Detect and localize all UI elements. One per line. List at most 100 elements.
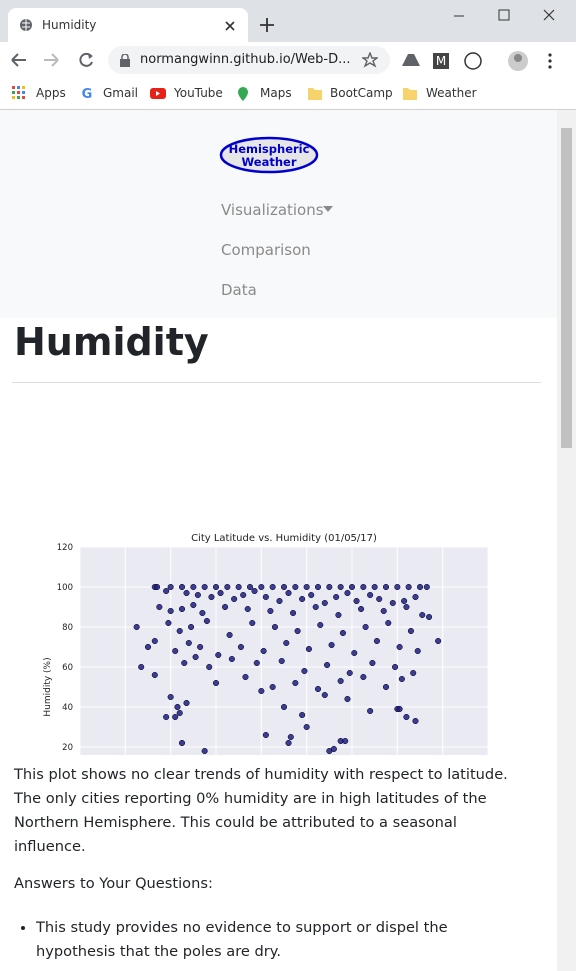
point [301, 667, 308, 675]
point [360, 673, 367, 681]
point [228, 655, 235, 663]
scrollbar[interactable] [557, 110, 576, 971]
point [172, 713, 179, 721]
point [174, 703, 181, 711]
point [312, 603, 319, 611]
point [389, 599, 396, 607]
point [403, 603, 410, 611]
tab-title: Humidity [42, 18, 97, 32]
bookmark-icons: G » [12, 86, 417, 102]
point [412, 717, 419, 725]
point [185, 639, 192, 647]
point [392, 663, 399, 671]
brand-line: Hemispheric [229, 142, 310, 156]
bookmark[interactable]: Apps [36, 86, 66, 100]
point [294, 627, 301, 635]
point [314, 685, 322, 693]
nav-item[interactable]: Visualizations [221, 201, 324, 219]
point [167, 607, 174, 615]
svg-text:G: G [82, 87, 93, 102]
globe-icon [20, 19, 32, 31]
point [344, 589, 351, 597]
point [394, 583, 401, 591]
point [385, 619, 392, 627]
bookmarks-bar: G » Apps Gmail YouTube Maps BootCamp Wea… [0, 78, 576, 110]
point [303, 583, 310, 591]
point [151, 637, 158, 645]
point [382, 683, 390, 691]
answer-item: This study provides no evidence to suppo… [36, 916, 529, 964]
nav-buttons[interactable] [8, 50, 98, 70]
point [308, 591, 315, 599]
point [206, 663, 213, 671]
extensions[interactable]: M [400, 50, 570, 72]
point [290, 609, 297, 617]
bookmark[interactable]: Weather [426, 86, 477, 100]
point [178, 739, 186, 747]
chart: City Latitude vs. Humidity (01/05/17)-80… [43, 533, 489, 755]
point [203, 617, 210, 625]
y-tick-label: 60 [62, 663, 73, 673]
point [190, 601, 197, 609]
point [317, 621, 324, 629]
scroll-thumb[interactable] [561, 128, 572, 448]
point [401, 597, 408, 605]
point [407, 627, 414, 635]
point [224, 583, 231, 591]
point [188, 623, 195, 631]
point [283, 639, 290, 647]
nav-item[interactable]: Data [221, 281, 257, 299]
y-tick-label: 40 [62, 703, 73, 713]
point [276, 597, 283, 605]
point [251, 587, 258, 595]
window-controls[interactable] [450, 6, 570, 26]
address-row: normangwinn.github.io/Web-D... M [0, 42, 576, 78]
point [362, 623, 369, 631]
nav-item[interactable]: Comparison [221, 241, 311, 259]
point [183, 699, 190, 707]
point [260, 647, 267, 655]
new-tab[interactable] [259, 17, 275, 33]
point [151, 671, 158, 679]
tab[interactable]: Humidity [8, 8, 248, 42]
tab-close[interactable] [224, 20, 236, 32]
point [267, 607, 274, 615]
point [262, 731, 269, 739]
point [222, 603, 229, 611]
bookmark[interactable]: Maps [260, 86, 292, 100]
star-icon[interactable] [362, 52, 378, 68]
bookmark[interactable]: YouTube [174, 86, 223, 100]
omnibox[interactable]: normangwinn.github.io/Web-D... [108, 46, 390, 74]
point [242, 673, 249, 681]
point [178, 605, 186, 613]
point [416, 583, 424, 591]
point [324, 661, 331, 669]
point [258, 583, 265, 591]
point [280, 583, 288, 591]
point [414, 647, 421, 655]
bookmark[interactable]: Gmail [103, 86, 139, 100]
point [253, 659, 260, 667]
point [314, 583, 322, 591]
point [335, 611, 342, 619]
point [371, 583, 378, 591]
bookmark[interactable]: BootCamp [330, 86, 393, 100]
point [237, 643, 244, 651]
point [133, 623, 140, 631]
y-tick-label: 120 [57, 543, 73, 553]
point [278, 657, 285, 665]
point [342, 737, 349, 745]
navbar: Hemispheric Weather Visualizations Compa… [0, 110, 557, 318]
point [258, 687, 265, 695]
y-axis-label: Humidity (%) [43, 657, 53, 716]
point [299, 595, 306, 603]
web-content: Hemispheric Weather Visualizations Compa… [0, 110, 557, 971]
chart-title: City Latitude vs. Humidity (01/05/17) [191, 533, 377, 544]
point [367, 707, 374, 715]
point [346, 669, 353, 677]
point [212, 583, 220, 591]
brand-logo[interactable]: Hemispheric Weather [218, 135, 322, 175]
point [183, 589, 190, 597]
paragraph: This plot shows no clear trends of humid… [14, 766, 508, 855]
